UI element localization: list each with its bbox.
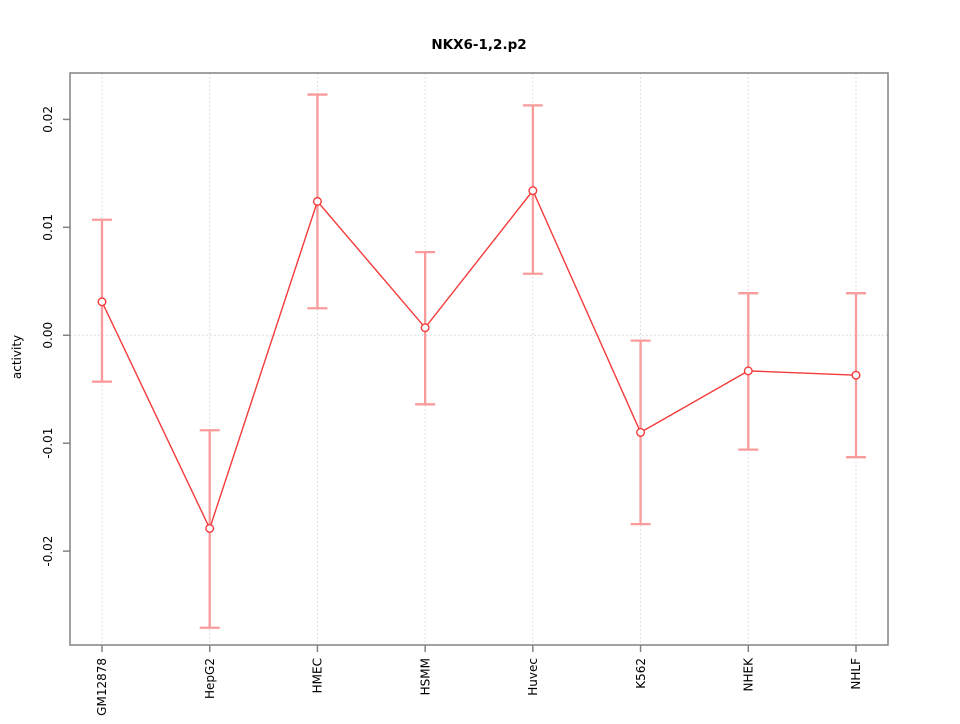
x-tick-label: HepG2 [203, 658, 217, 699]
data-point [205, 523, 215, 533]
plot-box [69, 72, 889, 646]
y-axis-label: activity [10, 335, 24, 379]
x-tick-label: GM12878 [95, 658, 109, 716]
plot-area: -0.02 -0.01 0.00 0.01 0.02 GM12878 HepG2 HMEC HS… [41, 72, 889, 716]
data-line [101, 189, 857, 531]
data-point [420, 323, 430, 333]
x-tick-label: NHLF [849, 658, 863, 690]
data-point [743, 366, 753, 376]
y-tick-label: -0.01 [41, 428, 55, 459]
y-tick-label: 0.02 [41, 106, 55, 133]
data-point [636, 427, 646, 437]
data-point [97, 297, 107, 307]
chart-title: NKX6-1,2.p2 [431, 37, 526, 53]
data-point [312, 196, 322, 206]
x-tick-label: HSMM [418, 658, 432, 695]
y-tick-label: 0.00 [41, 322, 55, 349]
x-tick-label: Huvec [526, 658, 540, 696]
data-point [851, 370, 861, 380]
y-tick-label: -0.02 [41, 536, 55, 567]
x-tick-label: NHEK [741, 657, 755, 692]
x-tick-label: HMEC [311, 658, 325, 693]
x-tick-label: K562 [634, 658, 648, 689]
y-tick-label: 0.01 [41, 214, 55, 241]
data-point [528, 186, 538, 196]
